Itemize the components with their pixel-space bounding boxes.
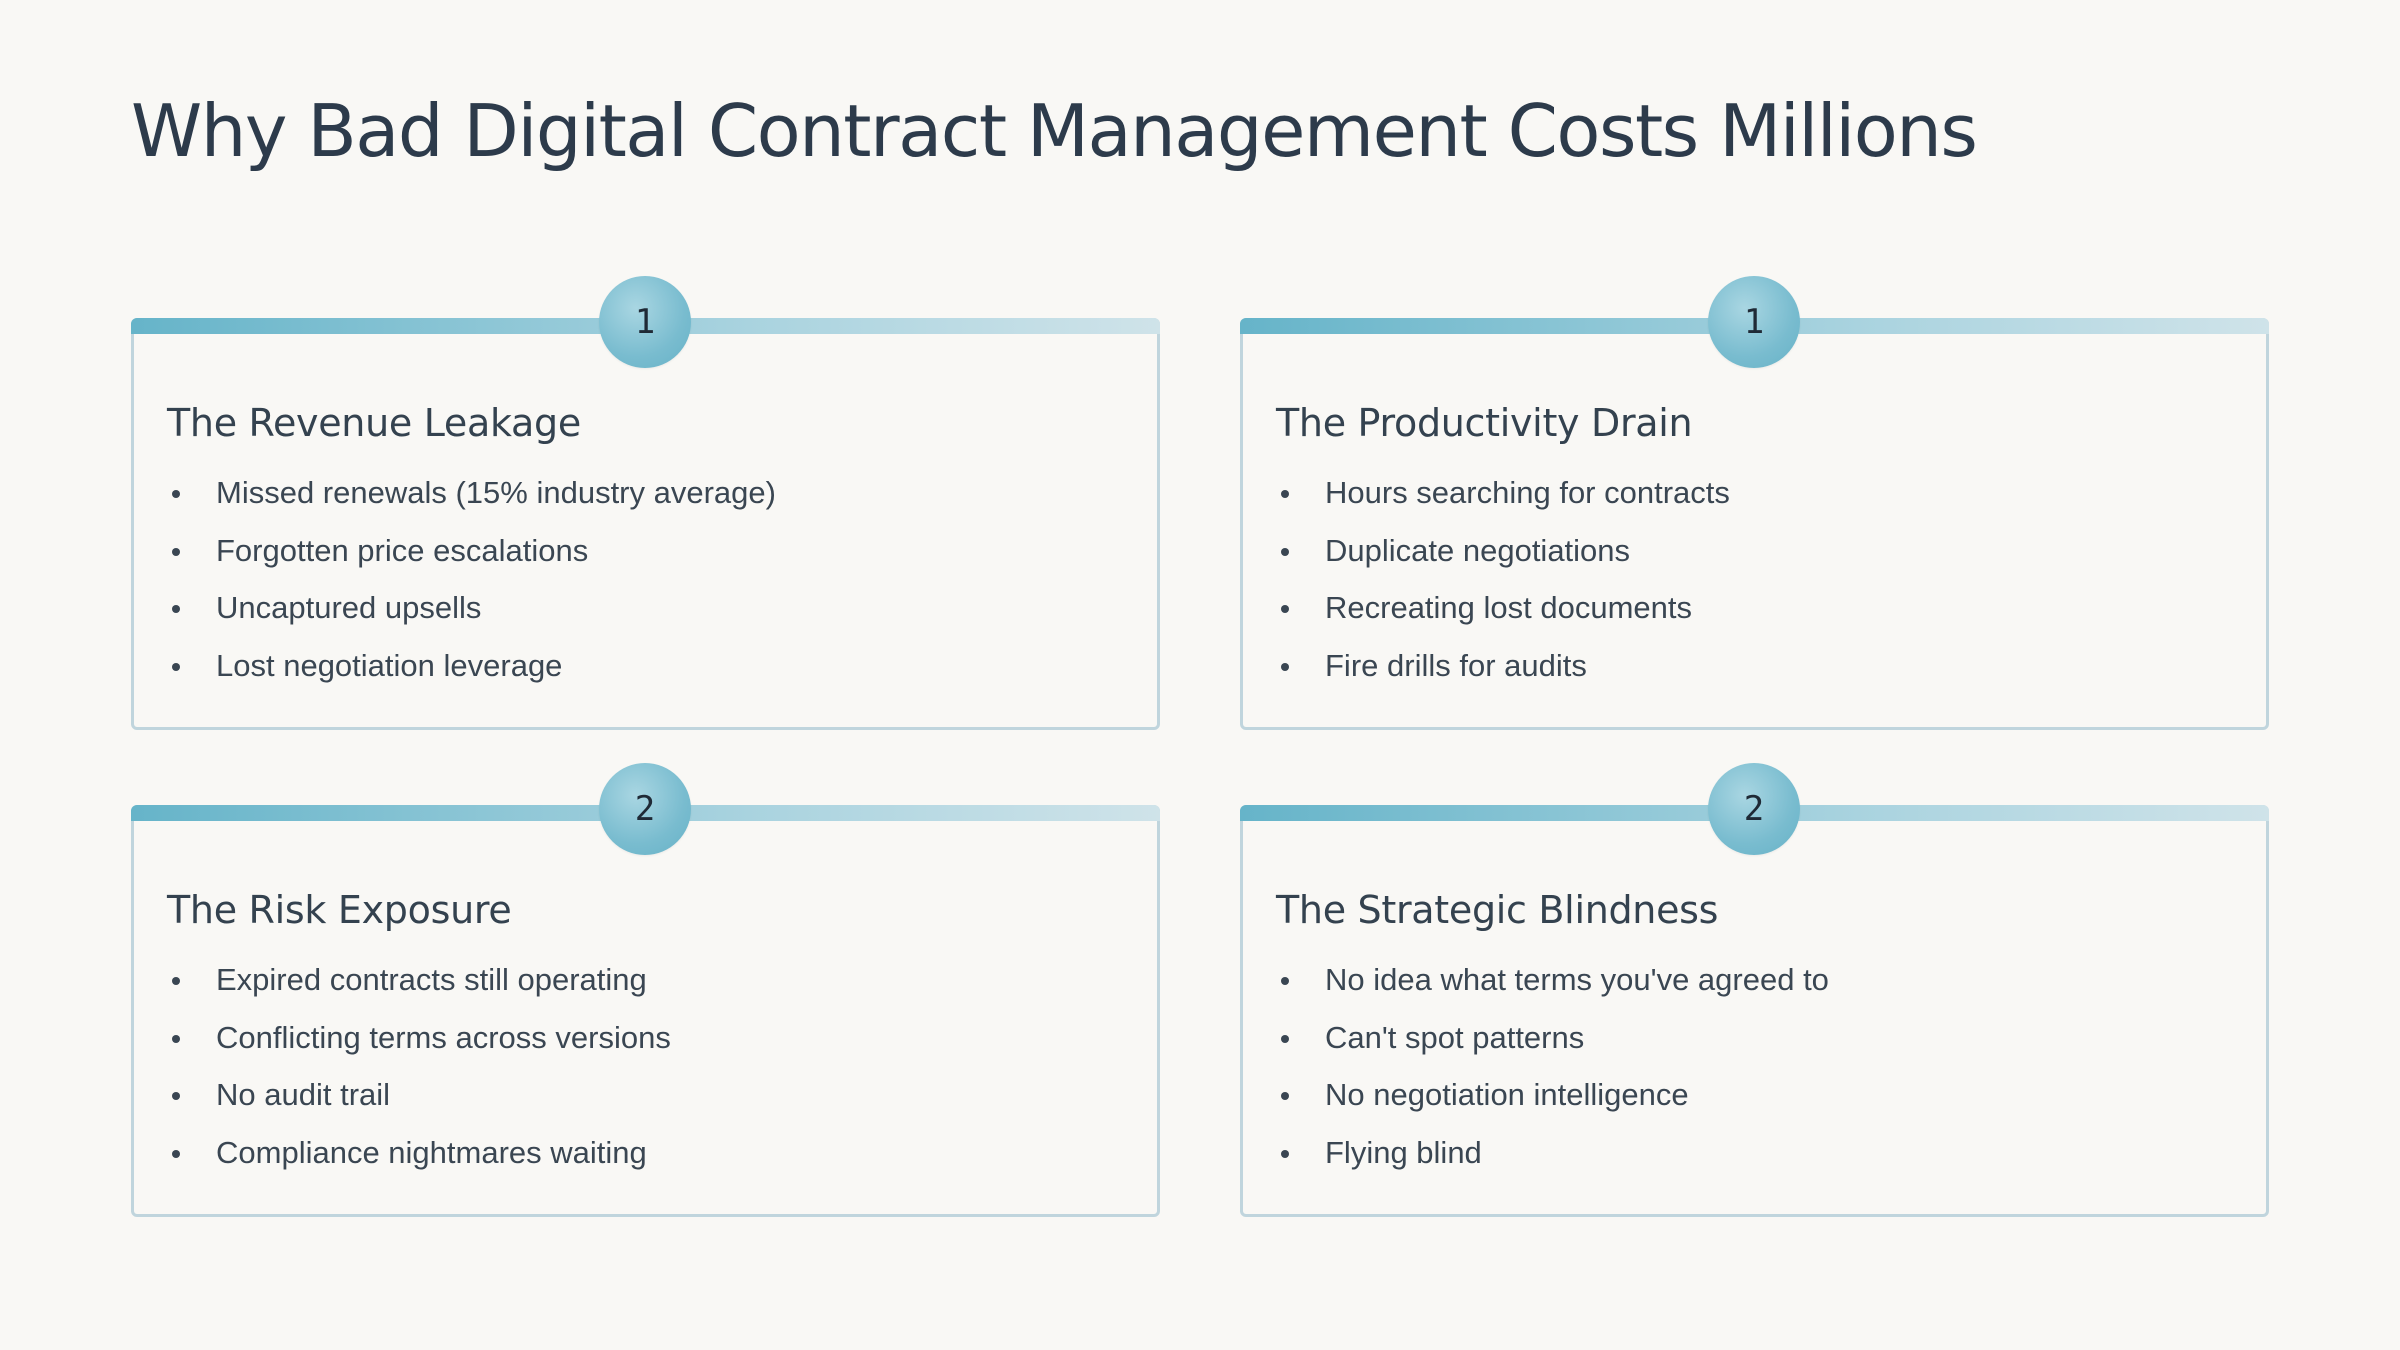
bullet-item: Missed renewals (15% industry average) xyxy=(167,475,776,533)
bullet-icon xyxy=(1281,1034,1289,1043)
bullet-text: No idea what terms you've agreed to xyxy=(1325,962,1829,997)
bullet-icon xyxy=(172,1034,180,1043)
bullet-icon xyxy=(172,662,180,671)
bullet-item: Forgotten price escalations xyxy=(167,533,776,591)
bullet-text: Uncaptured upsells xyxy=(216,590,482,625)
bullet-text: Fire drills for audits xyxy=(1325,647,1587,683)
bullet-icon xyxy=(172,547,180,556)
bullet-list: Expired contracts still operating Confli… xyxy=(167,962,671,1192)
card-risk-exposure: 2 The Risk Exposure Expired contracts st… xyxy=(131,763,1160,1217)
bullet-text: Missed renewals (15% industry average) xyxy=(216,475,776,510)
card-title: The Risk Exposure xyxy=(167,888,512,932)
bullet-icon xyxy=(1281,605,1289,613)
card-title: The Revenue Leakage xyxy=(167,401,581,445)
slide-title: Why Bad Digital Contract Management Cost… xyxy=(131,89,1978,173)
bullet-text: Can't spot patterns xyxy=(1325,1019,1585,1055)
bullet-item: Recreating lost documents xyxy=(1276,590,1730,648)
bullet-icon xyxy=(172,1092,180,1100)
bullet-item: Can't spot patterns xyxy=(1276,1020,1829,1078)
bullet-text: No audit trail xyxy=(216,1077,391,1112)
bullet-item: No negotiation intelligence xyxy=(1276,1077,1829,1135)
bullet-item: Conflicting terms across versions xyxy=(167,1020,671,1078)
bullet-item: Duplicate negotiations xyxy=(1276,533,1730,591)
number-badge: 1 xyxy=(599,276,691,368)
bullet-text: No negotiation intelligence xyxy=(1325,1077,1689,1112)
bullet-item: Lost negotiation leverage xyxy=(167,648,776,706)
card-revenue-leakage: 1 The Revenue Leakage Missed renewals (1… xyxy=(131,276,1160,730)
bullet-item: Expired contracts still operating xyxy=(167,962,671,1020)
bullet-item: No idea what terms you've agreed to xyxy=(1276,962,1829,1020)
number-badge: 2 xyxy=(1708,763,1800,855)
bullet-icon xyxy=(172,490,180,498)
bullet-icon xyxy=(1281,977,1289,985)
bullet-text: Flying blind xyxy=(1325,1134,1482,1170)
bullet-list: Hours searching for contracts Duplicate … xyxy=(1276,475,1730,705)
bullet-item: Uncaptured upsells xyxy=(167,590,776,648)
bullet-icon xyxy=(172,605,180,613)
bullet-item: Hours searching for contracts xyxy=(1276,475,1730,533)
bullet-text: Lost negotiation leverage xyxy=(216,647,563,683)
bullet-item: No audit trail xyxy=(167,1077,671,1135)
bullet-text: Duplicate negotiations xyxy=(1325,532,1631,568)
bullet-icon xyxy=(1281,490,1289,498)
bullet-icon xyxy=(1281,1092,1289,1100)
bullet-icon xyxy=(1281,547,1289,556)
bullet-icon xyxy=(172,1149,180,1158)
bullet-item: Fire drills for audits xyxy=(1276,648,1730,706)
bullet-text: Forgotten price escalations xyxy=(216,532,589,568)
bullet-text: Expired contracts still operating xyxy=(216,962,647,997)
bullet-text: Recreating lost documents xyxy=(1325,590,1693,625)
bullet-icon xyxy=(172,977,180,985)
bullet-icon xyxy=(1281,1149,1289,1158)
card-title: The Productivity Drain xyxy=(1276,401,1693,445)
card-title: The Strategic Blindness xyxy=(1276,888,1719,932)
card-strategic-blindness: 2 The Strategic Blindness No idea what t… xyxy=(1240,763,2269,1217)
bullet-list: No idea what terms you've agreed to Can'… xyxy=(1276,962,1829,1192)
bullet-text: Conflicting terms across versions xyxy=(216,1019,671,1055)
number-badge: 2 xyxy=(599,763,691,855)
bullet-text: Hours searching for contracts xyxy=(1325,475,1730,510)
bullet-text: Compliance nightmares waiting xyxy=(216,1134,647,1170)
card-productivity-drain: 1 The Productivity Drain Hours searching… xyxy=(1240,276,2269,730)
bullet-icon xyxy=(1281,662,1289,671)
bullet-list: Missed renewals (15% industry average) F… xyxy=(167,475,776,705)
bullet-item: Flying blind xyxy=(1276,1135,1829,1193)
bullet-item: Compliance nightmares waiting xyxy=(167,1135,671,1193)
number-badge: 1 xyxy=(1708,276,1800,368)
